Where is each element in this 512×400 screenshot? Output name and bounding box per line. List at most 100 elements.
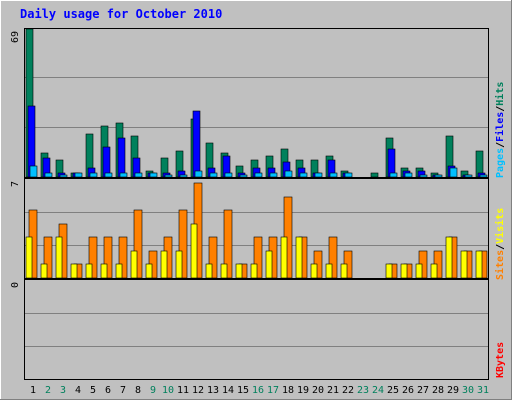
- bar-pages: [344, 172, 353, 178]
- bar-pages: [329, 172, 338, 178]
- x-tick-label: 12: [192, 385, 204, 396]
- x-tick-label: 30: [462, 385, 474, 396]
- bar-pages: [464, 174, 473, 178]
- x-tick-label: 3: [60, 385, 66, 396]
- bar-sites: [190, 223, 198, 279]
- bar-pages: [89, 172, 98, 178]
- x-tick-label: 29: [447, 385, 459, 396]
- legend-hits: Hits: [494, 82, 506, 106]
- bar-visits: [103, 236, 113, 279]
- bar-visits: [223, 209, 233, 279]
- x-tick-label: 2: [45, 385, 51, 396]
- bar-sites: [145, 263, 153, 279]
- x-tick-label: 28: [432, 385, 444, 396]
- panel-bottom-legend: KBytes: [495, 342, 506, 378]
- legend-sites: Sites: [494, 250, 506, 280]
- bar-sites: [70, 263, 78, 279]
- x-tick-label: 5: [90, 385, 96, 396]
- bar-pages: [134, 172, 143, 178]
- bar-pages: [284, 170, 293, 178]
- bar-sites: [310, 263, 318, 279]
- x-tick-label: 23: [357, 385, 369, 396]
- x-tick-label: 21: [327, 385, 339, 396]
- panel-top-bars: [25, 28, 488, 178]
- bar-pages: [74, 172, 83, 178]
- bar-pages: [149, 172, 158, 178]
- bar-sites: [85, 263, 93, 279]
- x-tick-label: 25: [387, 385, 399, 396]
- legend-files: Files: [494, 112, 506, 142]
- bar-sites: [430, 263, 438, 279]
- bar-sites: [385, 263, 393, 279]
- x-tick-label: 10: [162, 385, 174, 396]
- legend-sep: /: [495, 244, 506, 250]
- bar-sites: [295, 236, 303, 279]
- bar-pages: [269, 172, 278, 178]
- panel-middle-legend: Sites/Visits: [494, 208, 506, 280]
- x-tick-label: 1: [30, 385, 36, 396]
- bar-sites: [445, 236, 453, 279]
- panel-top-frame: [24, 28, 489, 178]
- bar-sites: [175, 250, 183, 279]
- x-tick-label: 6: [105, 385, 111, 396]
- panel-top: 69 Pages/Files/Hits: [10, 28, 506, 178]
- panel-bottom-ymax: 0: [10, 282, 21, 288]
- bar-pages: [119, 172, 128, 178]
- x-tick-label: 17: [267, 385, 279, 396]
- bar-sites: [130, 250, 138, 279]
- panel-middle: 7 Sites/Visits: [10, 178, 506, 280]
- bar-visits: [253, 236, 263, 279]
- bar-sites: [415, 263, 423, 279]
- bar-sites: [340, 263, 348, 279]
- bar-pages: [209, 172, 218, 178]
- x-axis-labels: 1 2 3 4 5 6 7 8 9 10 11 12 13 14 15 16 17 18 19 20 21 22 23 24 2…: [30, 385, 489, 396]
- bar-pages: [479, 174, 488, 178]
- bar-sites: [55, 236, 63, 279]
- bar-pages: [224, 172, 233, 178]
- x-tick-label: 20: [312, 385, 324, 396]
- bar-pages: [419, 174, 428, 178]
- legend-sep: /: [495, 142, 506, 148]
- bar-sites: [280, 236, 288, 279]
- bar-visits: [328, 236, 338, 279]
- bar-pages: [254, 172, 263, 178]
- bar-sites: [115, 263, 123, 279]
- panel-bottom-gridlines: [25, 313, 488, 347]
- x-tick-label: 24: [372, 385, 384, 396]
- bar-sites: [400, 263, 408, 279]
- bar-sites: [235, 263, 243, 279]
- bar-sites: [250, 263, 258, 279]
- bar-sites: [220, 263, 228, 279]
- bar-visits: [88, 236, 98, 279]
- bar-pages: [299, 172, 308, 178]
- bar-sites: [265, 250, 273, 279]
- x-tick-label: 14: [222, 385, 234, 396]
- panel-bottom-frame: [24, 279, 489, 380]
- x-tick-label: 8: [135, 385, 141, 396]
- legend-sep: /: [495, 106, 506, 112]
- panel-top-ymax: 69: [10, 31, 21, 43]
- bar-pages: [104, 172, 113, 178]
- panel-bottom: 0 KBytes: [10, 279, 506, 380]
- bar-files: [102, 146, 111, 178]
- x-tick-label: 19: [297, 385, 309, 396]
- bar-pages: [59, 174, 68, 178]
- chart-title: Daily usage for October 2010: [20, 7, 222, 21]
- bar-pages: [404, 172, 413, 178]
- bar-pages: [239, 174, 248, 178]
- bar-pages: [434, 174, 443, 178]
- panel-middle-bars: [25, 182, 488, 279]
- x-tick-label: 4: [75, 385, 81, 396]
- bar-hits: [370, 172, 379, 178]
- bar-pages: [449, 167, 458, 178]
- x-tick-label: 31: [477, 385, 489, 396]
- bar-pages: [44, 172, 53, 178]
- x-tick-label: 15: [237, 385, 249, 396]
- bar-visits: [178, 209, 188, 279]
- panel-middle-ymax: 7: [10, 181, 21, 187]
- x-tick-label: 13: [207, 385, 219, 396]
- bar-sites: [325, 263, 333, 279]
- bar-visits: [118, 236, 128, 279]
- bar-visits: [208, 236, 218, 279]
